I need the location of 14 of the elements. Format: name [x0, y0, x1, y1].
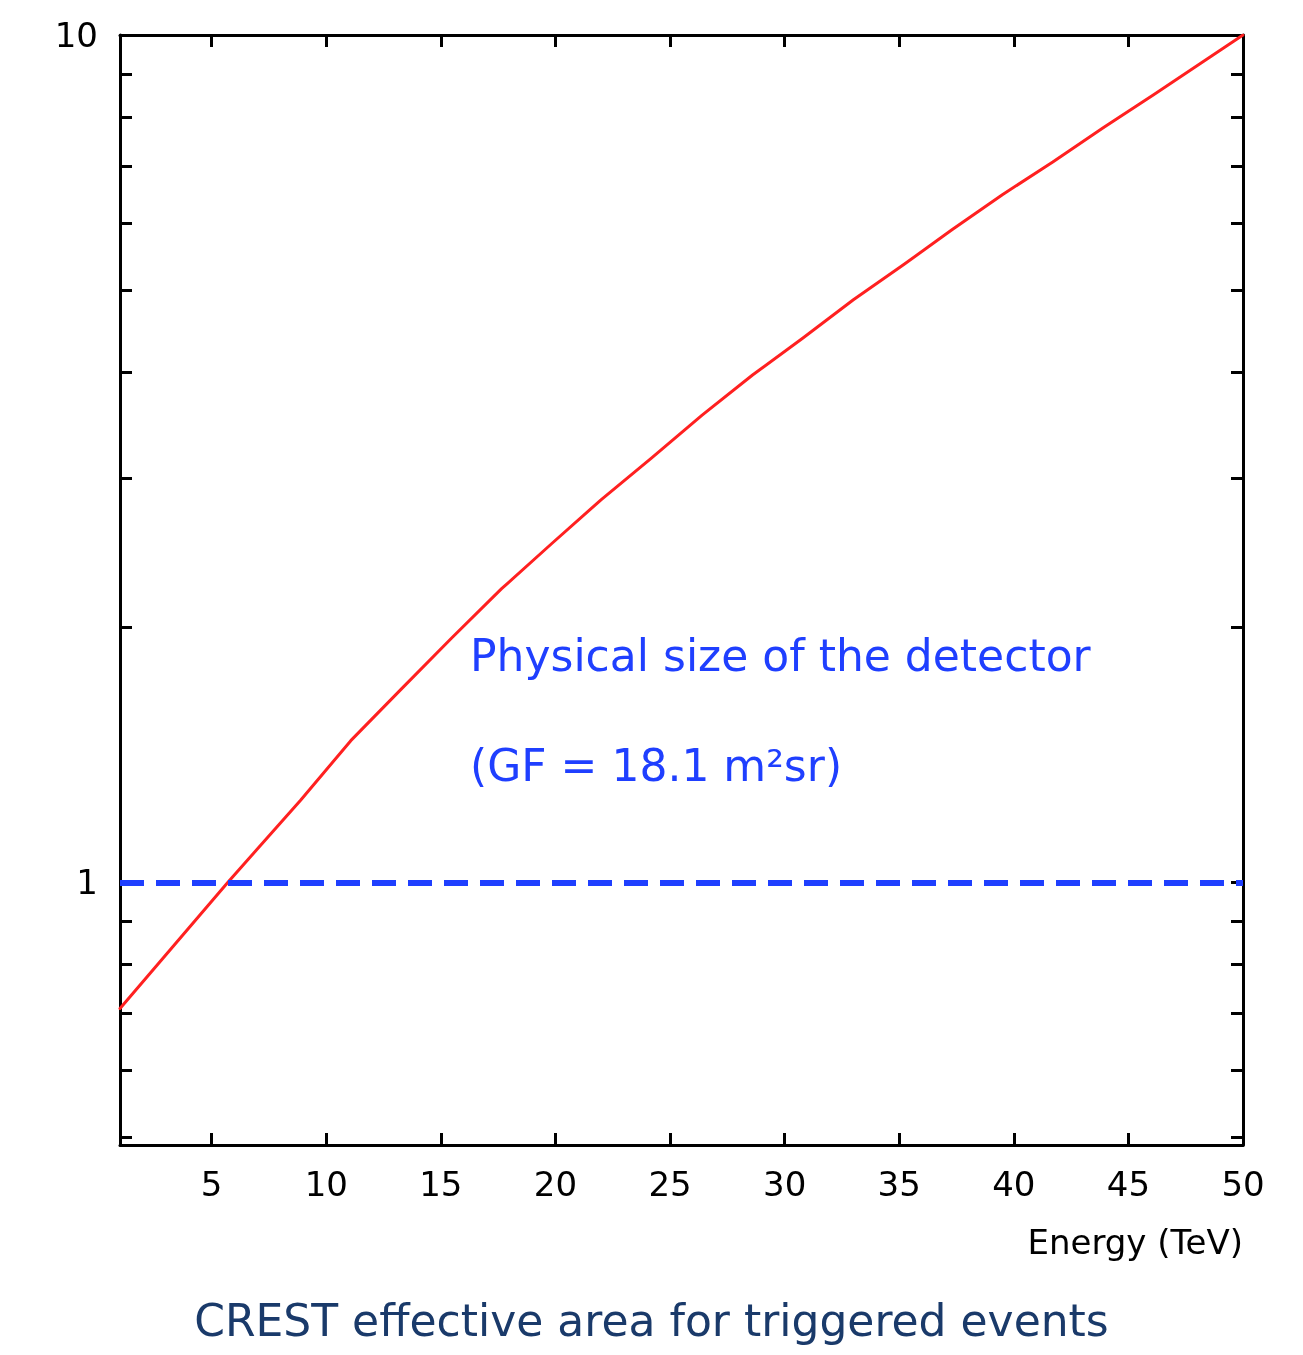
x-tick-label: 20: [533, 1164, 578, 1204]
x-tick-label: 10: [304, 1164, 348, 1204]
x-tick-label: 5: [200, 1164, 223, 1204]
x-tick-label: 25: [648, 1164, 692, 1204]
x-tick-label: 40: [992, 1164, 1036, 1204]
text: CREST effective area for triggered events: [194, 1294, 1109, 1346]
y-tick-label: 1: [76, 862, 98, 903]
x-tick-label: 15: [419, 1164, 463, 1204]
x-axis-title: Energy (TeV): [1027, 1222, 1243, 1262]
x-tick-label: 30: [763, 1164, 807, 1204]
x-tick-label: 35: [877, 1164, 921, 1204]
text: Physical size of the detector (GF = 18.1 m²sr): [470, 629, 1091, 791]
x-tick-label: 45: [1106, 1164, 1151, 1204]
x-tick-label: 50: [1221, 1164, 1265, 1204]
